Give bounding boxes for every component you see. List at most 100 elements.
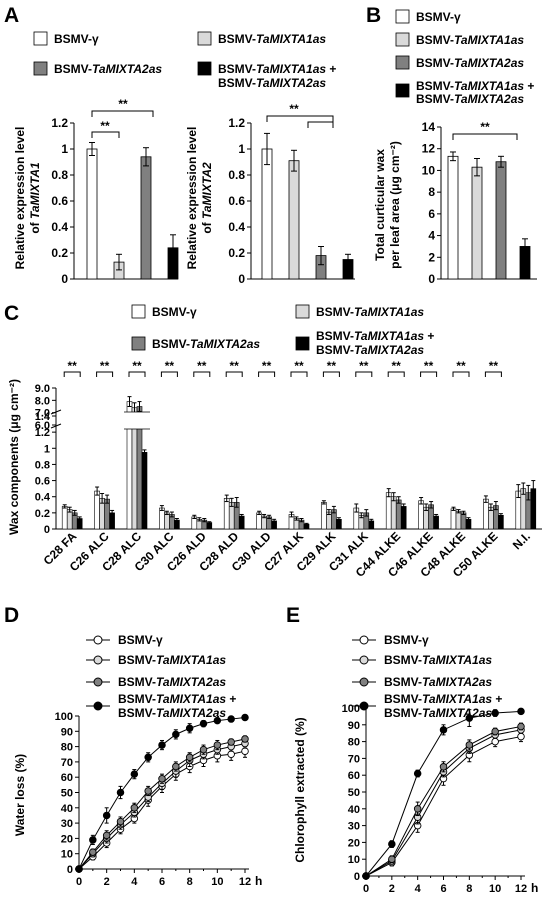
y-tick-label: 7.0 [35, 408, 50, 420]
y-tick-label: 8.0 [35, 395, 50, 407]
x-tick-label: 2 [389, 883, 395, 895]
data-point-3 [491, 709, 499, 717]
ylabel-d: Water loss (%) [13, 754, 27, 836]
x-tick-label: 6 [440, 883, 446, 895]
y-tick-label: 0.8 [35, 459, 50, 471]
data-point-3 [172, 730, 180, 739]
data-point-2 [172, 762, 180, 771]
significance-marker: ** [489, 359, 499, 373]
bar-C30ALC-0 [159, 507, 165, 530]
bar-C28ALD-0 [223, 498, 230, 530]
x-tick-label: 10 [489, 883, 501, 895]
legend-a: BSMV-γ BSMV-TaMIXTA1as BSMV-TaMIXTA2as B… [33, 31, 336, 90]
legend-swatch-both [295, 336, 310, 351]
legend-label-both-line1: BSMV-TaMIXTA1as + [384, 692, 502, 706]
y-tick-label: 50 [61, 788, 73, 800]
plot-e: 0 10 20 30 40 50 60 70 80 90 100 0 2 4 6 8 10 12 h [342, 703, 539, 895]
significance-bracket [420, 371, 438, 377]
ylabel-e: Chlorophyll extracted (%) [293, 717, 307, 862]
y-tick-label: 10 [61, 849, 73, 861]
bar-2 [140, 156, 152, 280]
significance-marker: ** [456, 359, 466, 373]
x-tick-label: 8 [187, 876, 193, 888]
y-tick-label: 1 [44, 443, 50, 455]
bar-1 [288, 160, 300, 280]
legend-swatch-taMIXTA1as [395, 32, 410, 47]
y-tick-label: 20 [61, 833, 73, 845]
y-tick-label: 12 [422, 142, 436, 156]
x-tick-label: 4 [131, 876, 138, 888]
significance-marker: ** [100, 119, 110, 133]
data-point-3 [388, 840, 396, 848]
y-tick-label: 9.0 [35, 383, 50, 395]
y-tick-label: 10 [348, 854, 360, 866]
significance-marker: ** [118, 97, 128, 111]
x-tick-label: 4 [415, 883, 422, 895]
legend-swatch-taMIXTA1as [295, 304, 310, 319]
bar-C28ALC-3 [141, 452, 148, 530]
y-tick-label: 1 [238, 142, 245, 156]
legend-label-both-line1: BSMV-TaMIXTA1as + [218, 62, 336, 76]
legend-label-both-line1: BSMV-TaMIXTA1as + [118, 692, 236, 706]
panel-letter-b: B [366, 4, 381, 27]
significance-bracket [322, 371, 340, 377]
data-point-0 [227, 750, 235, 759]
y-tick-label: 0.8 [228, 168, 245, 182]
x-tick-label: 12 [515, 883, 527, 895]
data-point-2 [185, 753, 194, 762]
bar-C50ALKE-0 [483, 498, 489, 530]
bar-C44ALKE-3 [400, 506, 407, 530]
legend-b: BSMV-γ BSMV-TaMIXTA1as BSMV-TaMIXTA2as B… [395, 9, 534, 106]
ylabel-b-line2: per leaf area (μg cm⁻²) [388, 141, 402, 269]
legend-c: BSMV-γ BSMV-TaMIXTA1as BSMV-TaMIXTA2as B… [131, 304, 434, 357]
ylabel-b-line1: Total curticular wax [373, 149, 387, 261]
data-point-2 [227, 738, 235, 746]
significance-bracket-2 [307, 121, 334, 128]
legend-label-taMIXTA2as: BSMV-TaMIXTA2as [152, 337, 260, 351]
legend-swatch-taMIXTA2as [395, 55, 410, 70]
data-point-3 [116, 788, 125, 797]
legend-label-bsmv: BSMV-γ [54, 32, 99, 46]
axis-break-mark [50, 423, 62, 429]
series-line-1 [365, 729, 522, 877]
y-tick-label: 1.2 [35, 427, 50, 439]
significance-marker: ** [68, 359, 78, 373]
significance-bracket [484, 371, 502, 377]
panel-letter-d: D [4, 604, 19, 627]
y-tick-label: 1.2 [51, 116, 68, 130]
plot-a1: 0 0.2 0.4 0.6 0.8 1 1.2 ** ** [51, 97, 179, 286]
significance-bracket-1 [266, 115, 334, 122]
legend-label-bsmv: BSMV-γ [384, 633, 429, 647]
legend-label-taMIXTA1as: BSMV-TaMIXTA1as [384, 653, 492, 667]
data-point-2 [158, 774, 166, 783]
data-point-3 [89, 836, 97, 844]
legend-label-bsmv: BSMV-γ [118, 633, 163, 647]
y-tick-label: 0.4 [35, 492, 51, 504]
significance-bracket [193, 371, 211, 377]
data-point-2 [144, 787, 152, 795]
significance-marker: ** [424, 359, 434, 373]
legend-label-both-line2: BSMV-TaMIXTA2as [384, 706, 492, 720]
y-tick-label: 1.4 [35, 411, 51, 423]
y-tick-label: 8 [428, 185, 435, 199]
data-point-3 [517, 707, 525, 716]
significance-bracket [387, 371, 405, 377]
y-tick-label: 70 [61, 757, 73, 769]
significance-marker: ** [100, 359, 110, 373]
bar-C48ALKE-2 [460, 512, 467, 530]
x-tick-label: 8 [466, 883, 472, 895]
data-point-2 [517, 722, 525, 731]
data-point-0 [241, 747, 249, 755]
significance-marker: ** [165, 359, 175, 373]
significance-bracket [63, 371, 81, 377]
significance-bracket [96, 371, 114, 377]
significance-bracket-2 [91, 110, 154, 117]
data-point-2 [89, 848, 97, 856]
significance-marker: ** [262, 359, 272, 373]
significance-marker: ** [132, 359, 142, 373]
significance-bracket [452, 371, 470, 377]
significance-bracket-1 [91, 131, 120, 138]
data-point-3 [213, 716, 222, 725]
legend-label-taMIXTA2as: BSMV-TaMIXTA2as [118, 675, 226, 689]
